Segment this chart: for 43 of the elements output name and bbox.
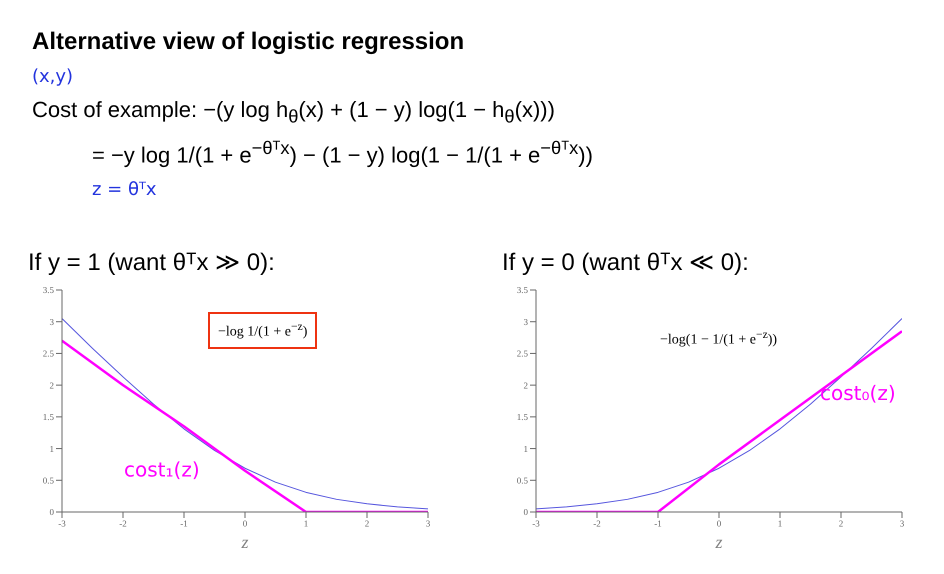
text: Alternative view of logistic regression — [32, 28, 466, 56]
annotation: −log 1/(1 + e$^{−z}$) — [208, 312, 318, 349]
text: (x,y) — [32, 66, 74, 87]
y-tick-label: 2.5 — [42, 348, 54, 359]
x-tick-label: 3 — [426, 518, 431, 528]
text: z = θᵀx — [92, 178, 158, 200]
chart-title: If y = 0 (want θᵀx ≪ 0): — [502, 248, 750, 278]
x-tick-label: 1 — [778, 518, 782, 528]
x-tick-label: 0 — [242, 518, 248, 528]
y-tick-label: 0 — [50, 507, 54, 518]
y-tick-label: 1 — [524, 444, 528, 454]
y-tick-label: 2 — [50, 380, 54, 390]
y-tick-label: 3.5 — [516, 285, 528, 296]
x-tick-label: -2 — [119, 518, 127, 528]
x-tick-label: -1 — [180, 518, 188, 528]
y-tick-label: 0 — [524, 507, 528, 518]
x-tick-label: -1 — [654, 518, 662, 528]
x-tick-label: 2 — [838, 518, 844, 528]
x-tick-label: 2 — [364, 518, 370, 528]
x-axis-title: z — [240, 532, 249, 552]
y-tick-label: 2 — [524, 380, 528, 390]
x-tick-label: 1 — [304, 518, 308, 528]
x-tick-label: 3 — [900, 518, 905, 528]
y-tick-label: 1 — [50, 444, 54, 454]
y-tick-label: 1.5 — [42, 412, 54, 422]
y-tick-label: 0.5 — [516, 475, 528, 486]
x-tick-label: -3 — [532, 518, 540, 528]
series-label: cost₁(z) — [124, 457, 200, 482]
x-axis-title: z — [714, 532, 723, 552]
x-tick-label: -2 — [593, 518, 601, 528]
x-tick-label: -3 — [58, 518, 66, 528]
x-tick-label: 0 — [716, 518, 722, 528]
annotation: −log(1 − 1/(1 + e$^{−z}$)) — [652, 322, 786, 355]
y-tick-label: 2.5 — [516, 348, 528, 359]
y-tick-label: 3 — [50, 316, 54, 327]
text: Cost of example: −(y log h$_{θ}$(x) + (1 − y) log(1 − h$_{θ}$(x))) — [32, 97, 556, 128]
y-tick-label: 3 — [524, 316, 528, 327]
y-tick-label: 0.5 — [42, 475, 54, 486]
series-label: cost₀(z) — [820, 381, 896, 406]
y-tick-label: 1.5 — [516, 412, 528, 422]
text: = −y log 1/(1 + e$^{−θᵀx}$) − (1 − y) log(1 − 1/(1 + e$^{−θᵀx}$)) — [92, 137, 594, 169]
y-tick-label: 3.5 — [42, 285, 54, 296]
chart-title: If y = 1 (want θᵀx ≫ 0): — [28, 248, 276, 278]
